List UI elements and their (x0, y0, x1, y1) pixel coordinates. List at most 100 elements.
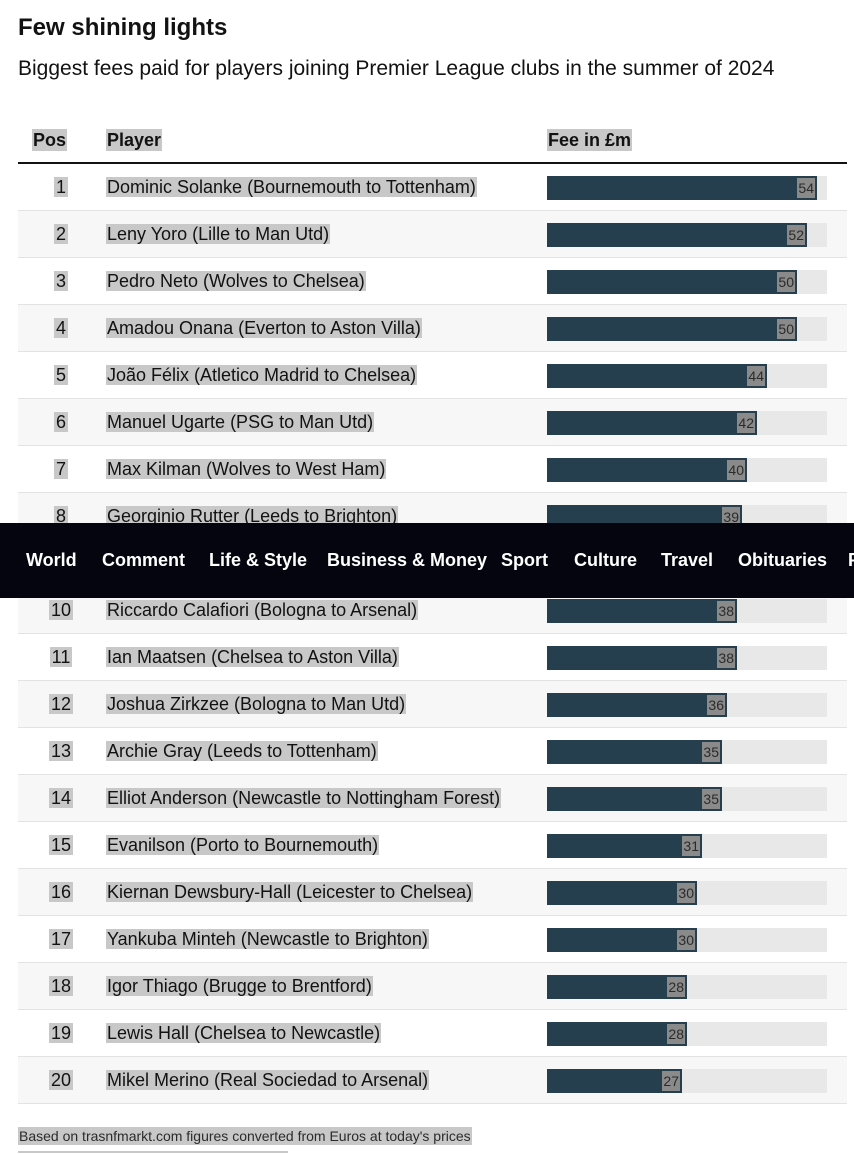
row-player-text: Pedro Neto (Wolves to Chelsea) (106, 271, 366, 291)
fee-bar-track: 40 (547, 458, 827, 482)
row-position-text: 20 (48, 1070, 74, 1090)
row-player: Lewis Hall (Chelsea to Newcastle) (106, 1022, 382, 1044)
fee-bar-track: 31 (547, 834, 827, 858)
row-player-text: Mikel Merino (Real Sociedad to Arsenal) (106, 1070, 430, 1090)
row-player-text: Elliot Anderson (Newcastle to Nottingham… (106, 788, 502, 808)
fee-bar-track: 30 (547, 881, 827, 905)
fee-bar (547, 975, 687, 999)
fee-bar (547, 223, 807, 247)
fee-bar-track: 27 (547, 1069, 827, 1093)
row-player-text: Amadou Onana (Everton to Aston Villa) (106, 318, 422, 338)
row-player-text: Igor Thiago (Brugge to Brentford) (106, 976, 373, 996)
fee-bar-track: 38 (547, 599, 827, 623)
fee-bar (547, 646, 737, 670)
nav-item-business-money[interactable]: Business & Money (327, 550, 488, 570)
fee-bar-track: 50 (547, 270, 827, 294)
nav-item-world[interactable]: World (26, 550, 77, 570)
row-position: 1 (42, 176, 80, 198)
row-position-text: 11 (49, 647, 73, 667)
table-row: 1 Dominic Solanke (Bournemouth to Tottenh… (18, 164, 847, 211)
row-player: Archie Gray (Leeds to Tottenham) (106, 740, 378, 762)
fee-bar (547, 599, 737, 623)
table-header: Pos Player Fee in £m (18, 120, 847, 164)
nav-item-sport[interactable]: Sport (501, 550, 548, 570)
nav-item-culture[interactable]: Culture (574, 550, 637, 570)
fee-value-label: 35 (702, 742, 722, 762)
row-player-text: Max Kilman (Wolves to West Ham) (106, 459, 387, 479)
column-header-pos: Pos (32, 129, 68, 151)
row-player-text: Dominic Solanke (Bournemouth to Tottenha… (106, 177, 477, 197)
row-position: 14 (42, 787, 80, 809)
row-position: 5 (42, 364, 80, 386)
table-row: 19 Lewis Hall (Chelsea to Newcastle) 28 (18, 1010, 847, 1057)
footnote-rule (18, 1151, 288, 1153)
row-position-text: 10 (48, 600, 74, 620)
nav-item-obituaries[interactable]: Obituaries (738, 550, 828, 570)
table-row: 16 Kiernan Dewsbury-Hall (Leicester to Ch… (18, 869, 847, 916)
row-position: 17 (42, 928, 80, 950)
fee-bar (547, 270, 797, 294)
row-position: 18 (42, 975, 80, 997)
fee-bar (547, 176, 817, 200)
fee-bar-track: 38 (547, 646, 827, 670)
row-position-text: 6 (53, 412, 68, 432)
fee-value-label: 28 (667, 1024, 687, 1044)
fee-bar-track: 44 (547, 364, 827, 388)
row-position-text: 5 (53, 365, 68, 385)
row-position-text: 12 (48, 694, 74, 714)
table-row: 11 Ian Maatsen (Chelsea to Aston Villa) 38 (18, 634, 847, 681)
row-player: Yankuba Minteh (Newcastle to Brighton) (106, 928, 429, 950)
row-player: Amadou Onana (Everton to Aston Villa) (106, 317, 422, 339)
fee-bar (547, 317, 797, 341)
table-row: 12 Joshua Zirkzee (Bologna to Man Utd) 36 (18, 681, 847, 728)
row-player: Riccardo Calafiori (Bologna to Arsenal) (106, 599, 419, 621)
fee-value-label: 54 (797, 178, 817, 198)
row-player: Georginio Rutter (Leeds to Brighton) (106, 505, 399, 527)
table-row: 14 Elliot Anderson (Newcastle to Nottingh… (18, 775, 847, 822)
fee-value-label: 42 (737, 413, 757, 433)
row-player: Evanilson (Porto to Bournemouth) (106, 834, 380, 856)
table-row: 3 Pedro Neto (Wolves to Chelsea) 50 (18, 258, 847, 305)
fee-bar-track: 42 (547, 411, 827, 435)
row-player-text: Riccardo Calafiori (Bologna to Arsenal) (106, 600, 419, 620)
row-player: Pedro Neto (Wolves to Chelsea) (106, 270, 366, 292)
fee-bar-track: 54 (547, 176, 827, 200)
nav-item-life-style[interactable]: Life & Style (209, 550, 308, 570)
row-position: 8 (42, 505, 80, 527)
fee-value-label: 36 (707, 695, 727, 715)
row-position-text: 7 (53, 459, 68, 479)
row-position: 4 (42, 317, 80, 339)
fee-bar-track: 50 (547, 317, 827, 341)
fee-value-label: 27 (662, 1071, 682, 1091)
table-row: 2 Leny Yoro (Lille to Man Utd) 52 (18, 211, 847, 258)
row-position-text: 3 (53, 271, 68, 291)
row-player-text: Archie Gray (Leeds to Tottenham) (106, 741, 378, 761)
row-player: Kiernan Dewsbury-Hall (Leicester to Chel… (106, 881, 474, 903)
fee-bar (547, 693, 727, 717)
nav-item-travel[interactable]: Travel (661, 550, 714, 570)
row-player: Leny Yoro (Lille to Man Utd) (106, 223, 331, 245)
row-player: Manuel Ugarte (PSG to Man Utd) (106, 411, 375, 433)
fee-value-label: 35 (702, 789, 722, 809)
nav-item-comment[interactable]: Comment (102, 550, 186, 570)
row-position: 3 (42, 270, 80, 292)
row-position-text: 16 (48, 882, 74, 902)
fee-value-label: 38 (717, 648, 737, 668)
table-body: 1 Dominic Solanke (Bournemouth to Tottenh… (18, 164, 847, 1104)
transfer-fees-table: Pos Player Fee in £m 1 Dominic Solanke (B… (18, 120, 847, 1104)
fee-bar (547, 834, 702, 858)
fee-bar (547, 411, 757, 435)
row-player: Mikel Merino (Real Sociedad to Arsenal) (106, 1069, 430, 1091)
fee-bar (547, 1069, 682, 1093)
fee-bar-track: 35 (547, 740, 827, 764)
nav-item-p[interactable]: P (848, 549, 854, 571)
fee-bar-track: 28 (547, 1022, 827, 1046)
row-position-text: 2 (53, 224, 68, 244)
chart-title: Few shining lights (18, 14, 228, 41)
row-player-text: Evanilson (Porto to Bournemouth) (106, 835, 380, 855)
fee-bar-track: 35 (547, 787, 827, 811)
row-player: Joshua Zirkzee (Bologna to Man Utd) (106, 693, 407, 715)
row-position: 16 (42, 881, 80, 903)
chart-subtitle: Biggest fees paid for players joining Pr… (18, 57, 775, 80)
fee-value-label: 31 (682, 836, 702, 856)
